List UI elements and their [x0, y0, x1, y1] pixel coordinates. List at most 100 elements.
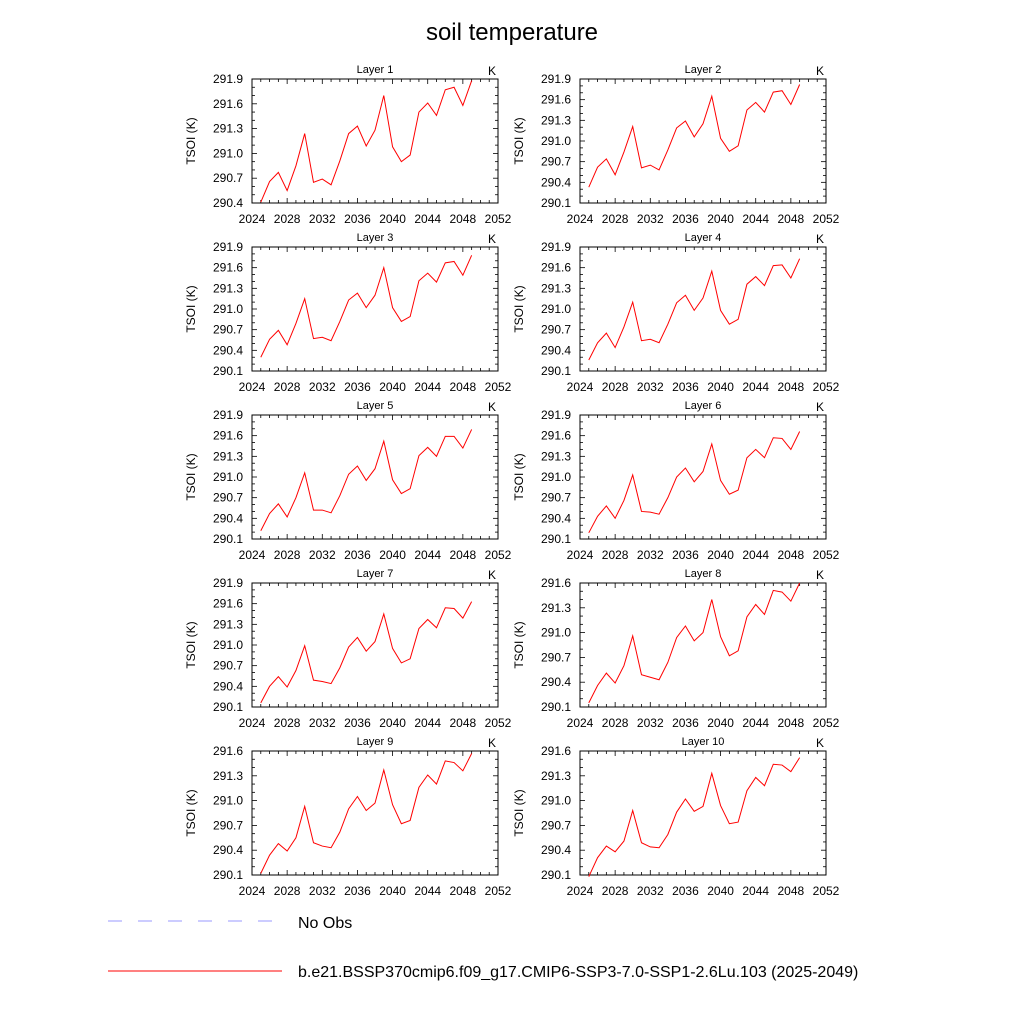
series-line [260, 601, 473, 704]
x-tick-label: 2040 [707, 716, 734, 730]
y-tick-label: 290.4 [213, 196, 243, 210]
panel-title: Layer 9 [357, 736, 394, 748]
y-tick-label: 291.9 [541, 240, 571, 254]
x-tick-label: 2036 [672, 380, 699, 394]
panel-unit-label: K [816, 64, 824, 78]
y-tick-label: 291.3 [541, 601, 571, 615]
panel-title: Layer 8 [685, 568, 722, 580]
y-tick-label: 290.7 [541, 818, 571, 832]
panel-unit-label: K [488, 232, 496, 246]
panel-6: 2024 2028 2032 2036 2040 2044 2048 2052 290.1 290… [512, 400, 840, 562]
y-tick-label: 291.0 [541, 794, 571, 808]
y-tick-label: 290.4 [541, 843, 571, 857]
y-axis-label: TSOI (K) [512, 285, 526, 332]
y-tick-label: 291.6 [541, 93, 571, 107]
y-tick-label: 290.4 [213, 343, 243, 357]
plot-frame [579, 582, 827, 708]
y-tick-label: 291.6 [213, 261, 243, 275]
y-tick-label: 290.7 [541, 491, 571, 505]
panel-unit-label: K [816, 568, 824, 582]
x-tick-label: 2040 [707, 548, 734, 562]
x-tick-label: 2040 [379, 212, 406, 226]
panel-7: 2024 2028 2032 2036 2040 2044 2048 2052 290.1 290… [184, 568, 512, 730]
panel-unit-label: K [488, 568, 496, 582]
y-tick-label: 291.0 [213, 638, 243, 652]
y-tick-label: 291.6 [213, 429, 243, 443]
panel-title: Layer 1 [357, 64, 394, 76]
x-tick-label: 2032 [309, 548, 336, 562]
x-tick-label: 2036 [344, 884, 371, 898]
x-tick-label: 2044 [742, 548, 769, 562]
y-tick-label: 291.9 [213, 408, 243, 422]
x-tick-label: 2036 [672, 884, 699, 898]
panel-1: 2024 2028 2032 2036 2040 2044 2048 2052 290.4 290… [184, 64, 512, 226]
x-tick-label: 2036 [344, 212, 371, 226]
y-tick-label: 290.4 [213, 679, 243, 693]
x-tick-label: 2032 [309, 884, 336, 898]
y-axis-label: TSOI (K) [184, 285, 198, 332]
x-tick-label: 2024 [239, 716, 266, 730]
x-tick-label: 2040 [707, 380, 734, 394]
x-tick-label: 2036 [344, 380, 371, 394]
x-tick-label: 2024 [567, 212, 594, 226]
series-line [588, 258, 801, 361]
x-tick-label: 2032 [637, 212, 664, 226]
y-tick-label: 291.9 [213, 240, 243, 254]
y-tick-label: 291.3 [213, 281, 243, 295]
x-tick-label: 2048 [778, 716, 805, 730]
panel-unit-label: K [488, 64, 496, 78]
x-tick-label: 2028 [274, 380, 301, 394]
y-tick-label: 291.9 [541, 72, 571, 86]
x-tick-label: 2052 [813, 380, 840, 394]
x-tick-label: 2024 [239, 884, 266, 898]
x-tick-label: 2044 [414, 884, 441, 898]
y-tick-label: 290.1 [541, 364, 571, 378]
x-tick-label: 2024 [239, 548, 266, 562]
series-line [588, 431, 801, 534]
x-tick-label: 2044 [414, 380, 441, 394]
x-tick-label: 2036 [344, 548, 371, 562]
y-tick-label: 290.7 [541, 323, 571, 337]
panel-unit-label: K [488, 736, 496, 750]
y-tick-label: 290.7 [541, 155, 571, 169]
y-axis-label: TSOI (K) [512, 621, 526, 668]
y-tick-label: 291.3 [213, 769, 243, 783]
series-line [260, 429, 473, 531]
x-tick-label: 2044 [414, 212, 441, 226]
y-tick-label: 290.1 [213, 364, 243, 378]
series-line [260, 255, 473, 358]
x-tick-label: 2052 [485, 380, 512, 394]
x-tick-label: 2044 [414, 716, 441, 730]
y-tick-label: 291.3 [541, 449, 571, 463]
y-tick-label: 291.6 [213, 744, 243, 758]
y-tick-label: 291.3 [541, 113, 571, 127]
legend-model-label: b.e21.BSSP370cmip6.f09_g17.CMIP6-SSP3-7.… [298, 964, 858, 981]
y-tick-label: 290.7 [213, 818, 243, 832]
panel-unit-label: K [816, 736, 824, 750]
series-line [260, 80, 473, 203]
panel-title: Layer 4 [685, 232, 722, 244]
plot-frame [579, 78, 827, 204]
y-tick-label: 290.4 [541, 675, 571, 689]
x-tick-label: 2032 [637, 548, 664, 562]
y-tick-label: 291.3 [213, 617, 243, 631]
panel-title: Layer 3 [357, 232, 394, 244]
y-tick-label: 291.6 [541, 429, 571, 443]
x-tick-label: 2032 [309, 212, 336, 226]
x-tick-label: 2024 [239, 380, 266, 394]
y-axis-label: TSOI (K) [184, 789, 198, 836]
x-tick-label: 2052 [485, 884, 512, 898]
x-tick-label: 2048 [778, 212, 805, 226]
y-tick-label: 291.6 [213, 597, 243, 611]
y-tick-label: 290.4 [541, 511, 571, 525]
y-tick-label: 291.0 [541, 470, 571, 484]
panel-4: 2024 2028 2032 2036 2040 2044 2048 2052 290.1 290… [512, 232, 840, 394]
panel-2: 2024 2028 2032 2036 2040 2044 2048 2052 290.1 290… [512, 64, 840, 226]
legend: No Obs b.e21.BSSP370cmip6.f09_g17.CMIP6-… [108, 915, 858, 981]
x-tick-label: 2024 [567, 716, 594, 730]
x-tick-label: 2040 [379, 884, 406, 898]
panel-8: 2024 2028 2032 2036 2040 2044 2048 2052 290.1 290… [512, 568, 840, 730]
x-tick-label: 2032 [309, 380, 336, 394]
x-tick-label: 2040 [707, 212, 734, 226]
